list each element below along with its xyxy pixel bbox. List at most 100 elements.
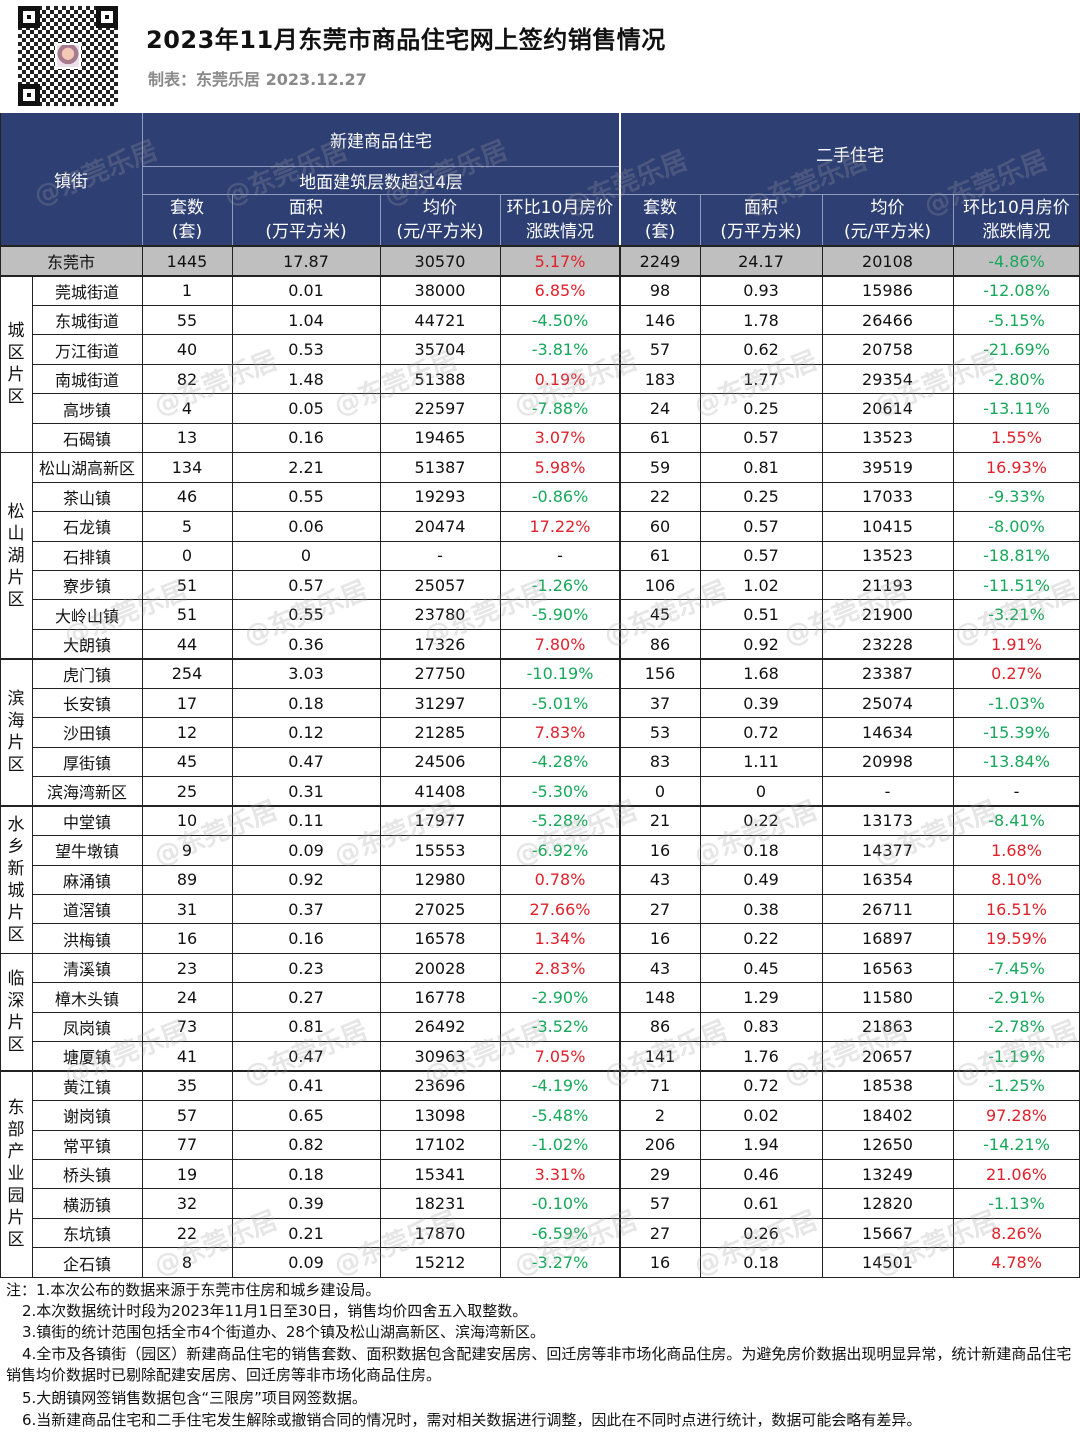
grid-line xyxy=(0,805,1080,807)
grid-line xyxy=(0,275,1080,277)
region-char: 乡 xyxy=(7,836,25,857)
table-cell: 13173 xyxy=(862,811,913,831)
table-cell: 0.39 xyxy=(288,1194,324,1214)
town-name: 常平镇 xyxy=(62,1136,111,1156)
table-cell: 0.47 xyxy=(288,752,324,772)
region-label: 水乡新城片区 xyxy=(0,806,32,953)
note-item: 2.本次数据统计时段为2023年11月1日至30日，销售均价四舍五入取整数。 xyxy=(22,1302,528,1320)
region-char: 海 xyxy=(7,711,25,732)
table-cell: -8.00% xyxy=(988,516,1045,536)
table-cell: 27 xyxy=(649,1223,671,1243)
town-name: 莞城街道 xyxy=(54,282,119,302)
table-cell: 0.45 xyxy=(743,958,779,978)
grid-line xyxy=(32,1129,1080,1131)
grid-line xyxy=(32,393,1080,395)
table-cell: 51 xyxy=(176,575,198,595)
town-name: 大朗镇 xyxy=(62,636,111,656)
note-item: 6.当新建商品住宅和二手住宅发生解除或撤销合同的情况时，需对相关数据进行调整，因… xyxy=(22,1411,922,1429)
table-cell: 29354 xyxy=(862,369,913,389)
table-cell: 14501 xyxy=(862,1253,913,1273)
table-cell: 3.07% xyxy=(534,428,586,448)
table-cell: 0.81 xyxy=(743,457,779,477)
table-cell: -3.81% xyxy=(531,340,589,360)
table-cell: 1.68% xyxy=(991,840,1042,860)
region-label: 城区片区 xyxy=(0,276,32,453)
total-row-cell: 30570 xyxy=(380,246,500,276)
grid-line xyxy=(32,1188,1080,1190)
notes-section: 注：1.本次公布的数据来源于东莞市住房和城乡建设局。 2.本次数据统计时段为20… xyxy=(0,1277,1080,1442)
region-char: 城 xyxy=(7,321,25,342)
region-char: 区 xyxy=(7,387,25,408)
table-cell: 17033 xyxy=(862,487,913,507)
header-label: 套数 xyxy=(643,198,677,218)
table-cell: 97.28% xyxy=(985,1105,1047,1125)
town-name: 东城街道 xyxy=(54,312,119,332)
table-cell: 0.61 xyxy=(743,1194,779,1214)
header-new-avg-price: 均价 (元/平方米) xyxy=(380,194,500,246)
grid-line xyxy=(379,246,381,1278)
note-item: 4.全市及各镇街（园区）新建商品住宅的销售套数、面积数据包含配建安居房、回迁房等… xyxy=(6,1345,1072,1384)
town-name: 中堂镇 xyxy=(62,812,111,832)
town-name: 厚街镇 xyxy=(62,753,111,773)
table-cell: 0.12 xyxy=(288,722,324,742)
table-cell: 1.68 xyxy=(743,664,779,684)
table-cell: 27025 xyxy=(414,899,466,919)
region-char: 滨 xyxy=(7,689,25,710)
table-cell: 14377 xyxy=(862,840,913,860)
table-cell: - xyxy=(884,781,891,801)
table-cell: -21.69% xyxy=(983,340,1050,360)
table-cell: -6.59% xyxy=(531,1223,589,1243)
report-header: 2023年11月东莞市商品住宅网上签约销售情况 制表：东莞乐居 2023.12.… xyxy=(0,0,1080,113)
table-cell: 0.57 xyxy=(743,546,779,566)
page-title: 2023年11月东莞市商品住宅网上签约销售情况 xyxy=(146,26,666,54)
header-second-hand: 二手住宅 xyxy=(620,113,1080,194)
table-cell: 71 xyxy=(649,1076,671,1096)
town-name: 南城街道 xyxy=(54,371,119,391)
header-label: 面积 xyxy=(744,198,778,218)
table-cell: 0.25 xyxy=(743,487,779,507)
table-cell: 20758 xyxy=(862,340,913,360)
table-cell: 1.02 xyxy=(743,575,779,595)
table-cell: -0.10% xyxy=(531,1194,589,1214)
grid-line xyxy=(32,334,1080,336)
header-town: 镇街 xyxy=(0,113,142,246)
region-char: 产 xyxy=(7,1142,25,1163)
table-cell: 25 xyxy=(176,781,198,801)
table-cell: 22 xyxy=(176,1223,198,1243)
grid-line xyxy=(952,246,954,1278)
table-cell: 0.47 xyxy=(288,1046,324,1066)
table-cell: 0.49 xyxy=(743,870,779,890)
grid-line xyxy=(619,113,621,246)
table-cell: 45 xyxy=(176,752,198,772)
table-cell: -3.52% xyxy=(531,1017,589,1037)
table-cell: 8.26% xyxy=(991,1223,1042,1243)
grid-line xyxy=(231,246,233,1278)
town-name: 樟木头镇 xyxy=(54,989,119,1009)
table-cell: 0.46 xyxy=(743,1164,779,1184)
total-row-cell: 1445 xyxy=(142,246,232,276)
table-cell: -9.33% xyxy=(988,487,1045,507)
table-cell: 16 xyxy=(649,1253,671,1273)
table-cell: 29 xyxy=(649,1164,671,1184)
table-cell: 8.10% xyxy=(991,870,1042,890)
table-cell: 13098 xyxy=(414,1105,466,1125)
table-cell: 16578 xyxy=(414,929,466,949)
town-name: 凤岗镇 xyxy=(62,1018,111,1038)
town-name: 万江街道 xyxy=(54,341,119,361)
table-cell: 16563 xyxy=(862,958,913,978)
table-cell: 0.81 xyxy=(288,1017,324,1037)
table-cell: 15212 xyxy=(414,1253,466,1273)
total-row-cell: 5.17% xyxy=(500,246,620,276)
header-label: 涨跌情况 xyxy=(526,222,594,242)
town-name: 麻涌镇 xyxy=(62,871,111,891)
table-cell: -13.11% xyxy=(983,399,1050,419)
grid-line xyxy=(0,1070,1080,1072)
grid-line xyxy=(620,193,1080,195)
table-cell: 17.22% xyxy=(529,516,591,536)
table-cell: 26492 xyxy=(414,1017,466,1037)
table-cell: 19465 xyxy=(414,428,466,448)
table-cell: 16897 xyxy=(862,929,913,949)
table-cell: 0.18 xyxy=(743,840,779,860)
grid-line xyxy=(821,194,823,246)
table-cell: 0.65 xyxy=(288,1105,324,1125)
